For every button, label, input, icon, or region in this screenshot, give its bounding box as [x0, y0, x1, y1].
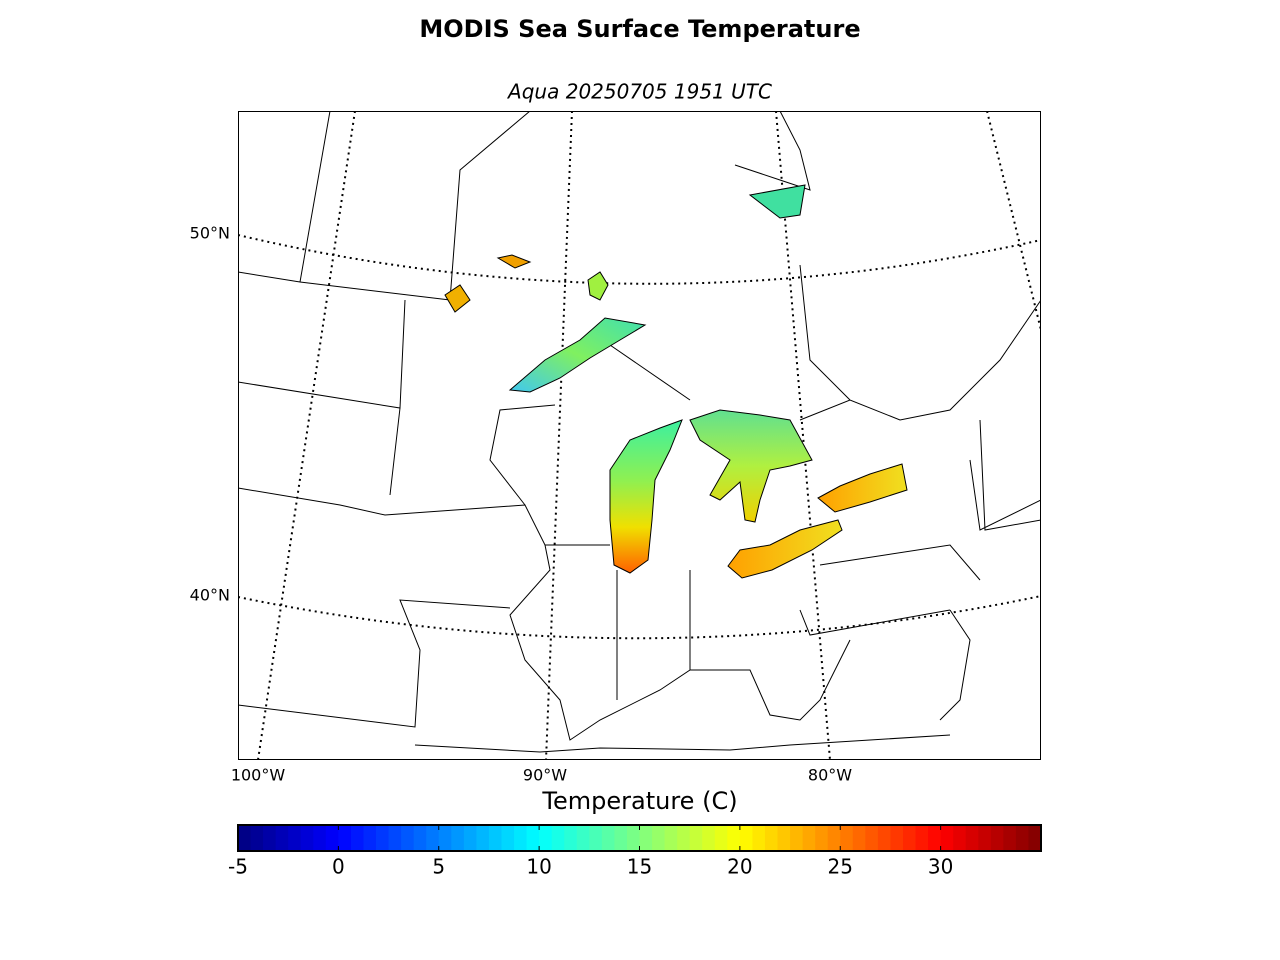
colorbar-segment [526, 825, 540, 851]
colorbar-segment [915, 825, 929, 851]
colorbar-segment [890, 825, 904, 851]
colorbar-segment [551, 825, 565, 851]
colorbar-segment [714, 825, 728, 851]
colorbar-tick-label: 10 [526, 855, 551, 879]
colorbar-segment [275, 825, 289, 851]
colorbar-segment [702, 825, 716, 851]
colorbar-segment [1003, 825, 1017, 851]
map [238, 111, 1041, 760]
colorbar-segment [401, 825, 415, 851]
lon-label: 90°W [523, 766, 567, 785]
colorbar-segment [413, 825, 427, 851]
colorbar-segment [388, 825, 402, 851]
colorbar-segment [514, 825, 528, 851]
colorbar-segment [338, 825, 352, 851]
colorbar-segment [953, 825, 967, 851]
colorbar-segment [877, 825, 892, 851]
colorbar-segment [376, 825, 390, 851]
colorbar-segment [488, 825, 503, 851]
colorbar-tick-label: 5 [432, 855, 445, 879]
colorbar-segment [363, 825, 377, 851]
colorbar-segment [350, 825, 365, 851]
colorbar-segment [626, 825, 641, 851]
colorbar-segment [752, 825, 766, 851]
colorbar: -5 0 5 10 15 20 25 30 [228, 824, 1042, 879]
colorbar-segment [689, 825, 703, 851]
colorbar-tick-label: -5 [228, 855, 248, 879]
subtitle: Aqua 20250705 1951 UTC [506, 80, 772, 104]
colorbar-segment [802, 825, 816, 851]
colorbar-segment [865, 825, 879, 851]
colorbar-segment [965, 825, 979, 851]
colorbar-segment [940, 825, 954, 851]
colorbar-segment [652, 825, 666, 851]
colorbar-segment [727, 825, 741, 851]
lon-label: 100°W [231, 766, 286, 785]
colorbar-segment [664, 825, 678, 851]
colorbar-segment [451, 825, 465, 851]
colorbar-segment [564, 825, 578, 851]
colorbar-segment [238, 825, 252, 851]
colorbar-tick-label: 15 [627, 855, 652, 879]
colorbar-segment [902, 825, 917, 851]
colorbar-tick-label: 0 [332, 855, 345, 879]
colorbar-segment [790, 825, 804, 851]
colorbar-segment [827, 825, 841, 851]
colorbar-segment [777, 825, 791, 851]
colorbar-segment [614, 825, 628, 851]
colorbar-segment [576, 825, 590, 851]
colorbar-segment [426, 825, 440, 851]
title: MODIS Sea Surface Temperature [419, 15, 860, 43]
colorbar-tick-label: 25 [828, 855, 853, 879]
colorbar-segment [250, 825, 264, 851]
lon-label: 80°W [808, 766, 852, 785]
colorbar-segment [677, 825, 691, 851]
lat-label: 50°N [190, 224, 230, 243]
colorbar-segment [852, 825, 866, 851]
colorbar-segment [840, 825, 854, 851]
colorbar-segment [928, 825, 942, 851]
colorbar-segment [501, 825, 515, 851]
colorbar-tick-label: 20 [727, 855, 752, 879]
colorbar-segment [325, 825, 339, 851]
colorbar-segment [300, 825, 314, 851]
colorbar-segment [288, 825, 302, 851]
colorbar-segment [313, 825, 327, 851]
colorbar-label: Temperature (C) [541, 787, 737, 815]
colorbar-tick-label: 30 [928, 855, 953, 879]
colorbar-segment [601, 825, 616, 851]
lat-label: 40°N [190, 586, 230, 605]
colorbar-segment [764, 825, 779, 851]
colorbar-segment [463, 825, 477, 851]
colorbar-segment [1015, 825, 1030, 851]
colorbar-segment [438, 825, 452, 851]
colorbar-segment [639, 825, 653, 851]
colorbar-segment [263, 825, 277, 851]
colorbar-segment [539, 825, 553, 851]
colorbar-segment [978, 825, 992, 851]
colorbar-segment [589, 825, 603, 851]
colorbar-segment [815, 825, 829, 851]
colorbar-segment [739, 825, 754, 851]
colorbar-segment [1028, 825, 1042, 851]
colorbar-segment [990, 825, 1004, 851]
colorbar-segment [476, 825, 490, 851]
